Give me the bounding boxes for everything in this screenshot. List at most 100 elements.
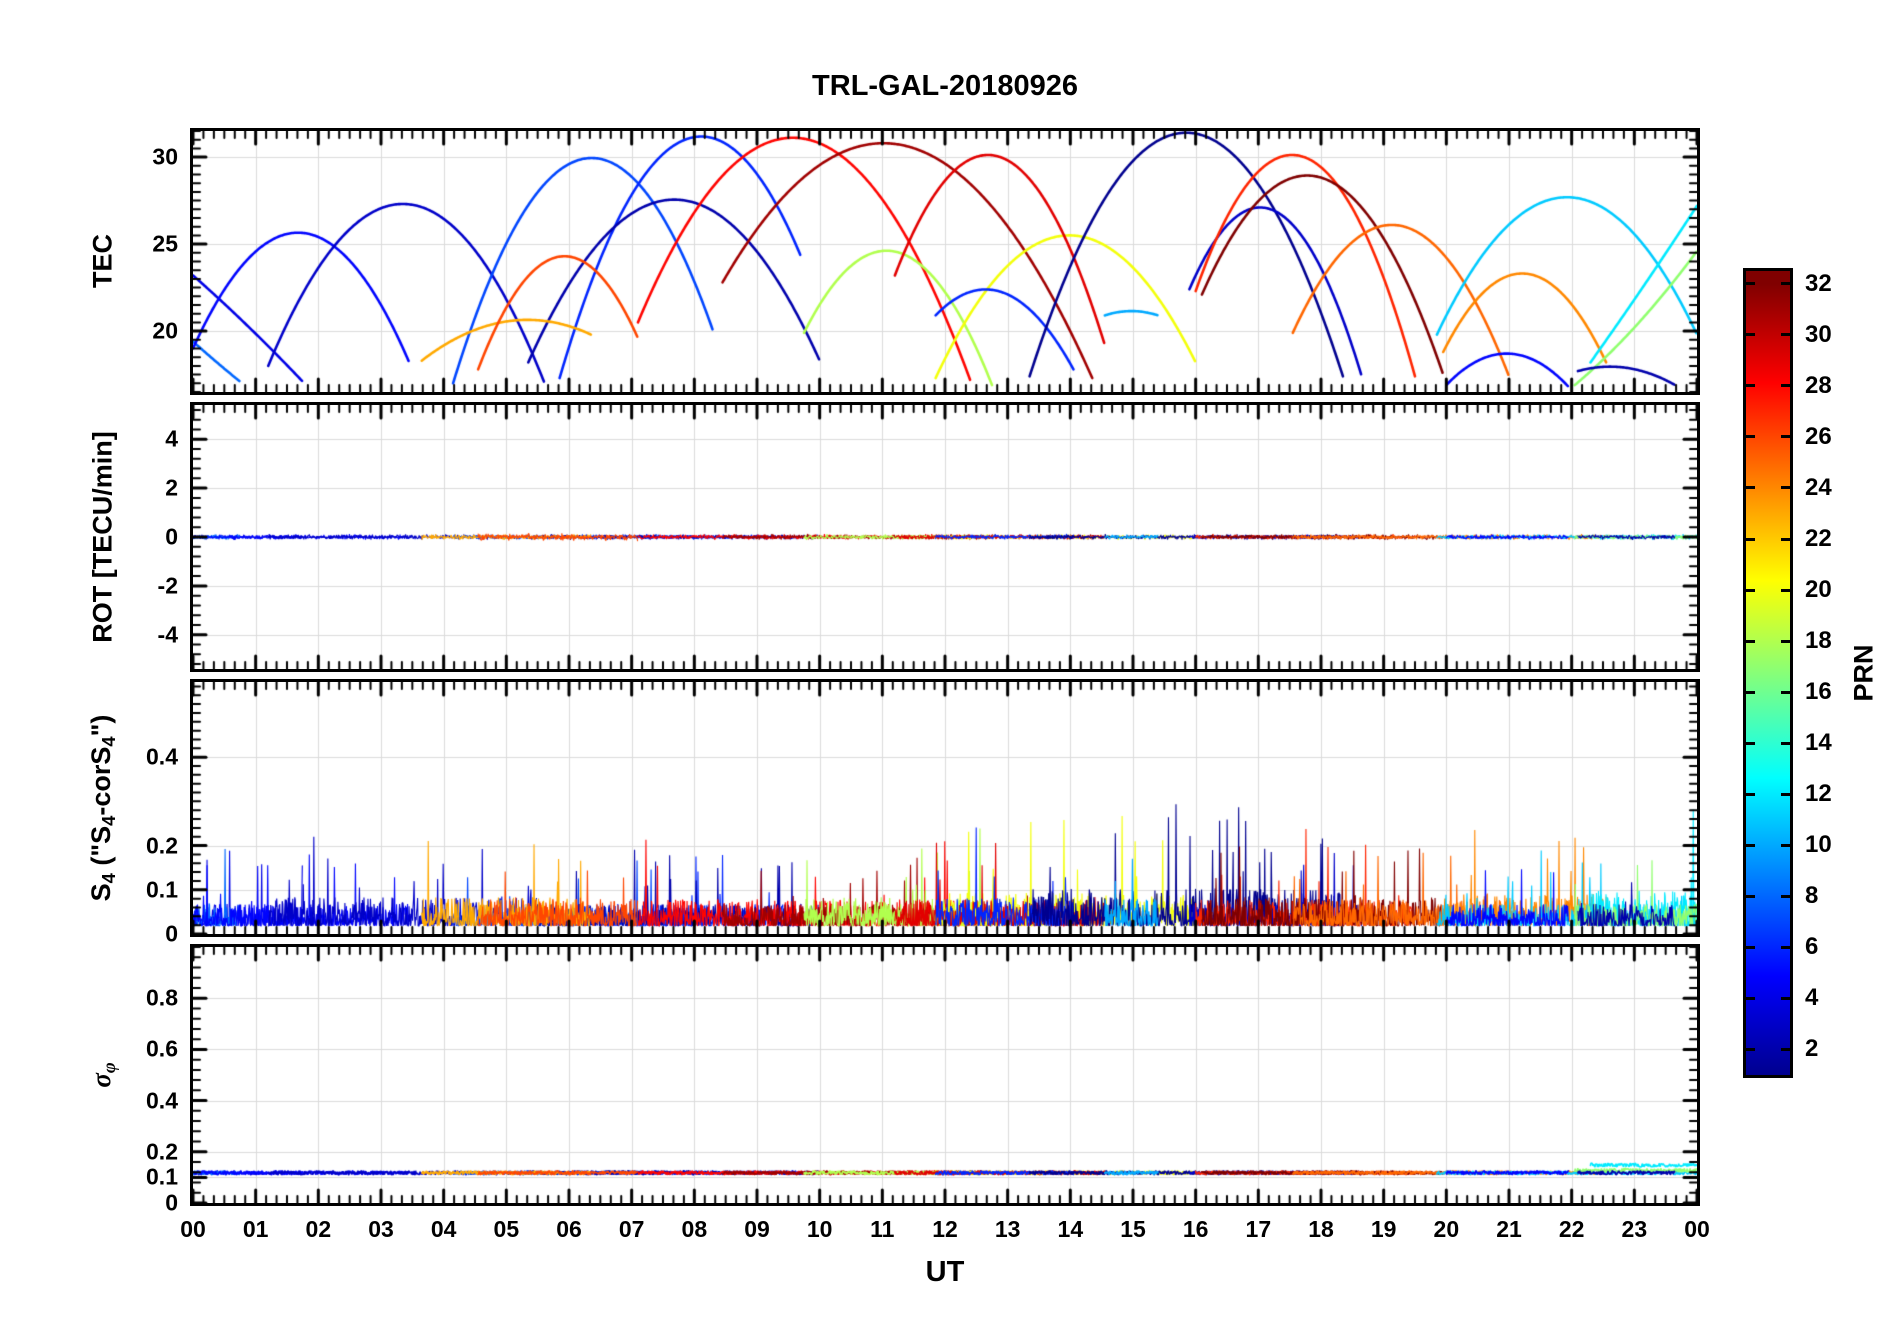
colorbar-tick	[1781, 384, 1790, 388]
colorbar-tick-label: 16	[1805, 678, 1832, 706]
y-axis-label-text: ("S	[86, 825, 117, 874]
x-tick-label: 02	[305, 1216, 332, 1242]
colorbar-tick-label: 32	[1805, 269, 1832, 297]
x-tick-label: 14	[1057, 1216, 1084, 1242]
colorbar-tick-label: 28	[1805, 371, 1832, 399]
colorbar-tick-label: 24	[1805, 473, 1832, 501]
y-tick-label: 20	[152, 317, 178, 344]
colorbar-tick	[1746, 945, 1755, 949]
colorbar-tick-label: 18	[1805, 627, 1832, 655]
colorbar-tick	[1746, 435, 1755, 439]
x-tick-label: 00	[1684, 1216, 1710, 1242]
panel-tec	[190, 128, 1700, 395]
colorbar-tick	[1746, 741, 1755, 745]
x-tick-label: 18	[1308, 1216, 1334, 1242]
x-tick-label: 10	[806, 1216, 833, 1242]
colorbar-tick	[1746, 639, 1755, 643]
colorbar-tick-label: 8	[1805, 882, 1819, 910]
x-axis-label: UT	[925, 1256, 965, 1288]
x-tick-label: 17	[1245, 1216, 1272, 1242]
colorbar-tick-label: 12	[1805, 780, 1832, 808]
colorbar-tick	[1781, 333, 1790, 337]
y-tick-label: 0.8	[146, 984, 178, 1011]
panel-sigma-phi-canvas	[193, 947, 1697, 1203]
colorbar-tick	[1781, 843, 1790, 847]
y-tick-label: 0	[165, 920, 178, 947]
x-tick-label: 23	[1621, 1216, 1648, 1242]
y-axis-label-text: ")	[86, 714, 117, 737]
y-tick-label: 0.6	[146, 1035, 178, 1062]
colorbar-tick	[1781, 741, 1790, 745]
colorbar-ticks	[1746, 271, 1790, 1075]
y-tick-label: 0	[165, 1189, 178, 1216]
x-tick-label: 20	[1433, 1216, 1460, 1242]
colorbar	[1743, 268, 1793, 1078]
x-tick-label: 09	[744, 1216, 770, 1242]
panel-rot-canvas	[193, 405, 1697, 669]
y-axis-label-text: σ	[86, 1073, 117, 1088]
colorbar-tick	[1746, 486, 1755, 490]
chart-title: TRL-GAL-20180926	[812, 70, 1078, 102]
x-tick-label: 07	[618, 1216, 645, 1242]
colorbar-tick	[1781, 435, 1790, 439]
colorbar-tick	[1746, 333, 1755, 337]
x-tick-label: 12	[932, 1216, 958, 1242]
colorbar-gradient	[1746, 271, 1790, 1075]
y-axis-label-text: -corS	[86, 746, 117, 816]
colorbar-tick	[1746, 792, 1755, 796]
colorbar-tick-label: 14	[1805, 729, 1832, 757]
x-tick-label: 05	[493, 1216, 520, 1242]
colorbar-tick	[1781, 486, 1790, 490]
colorbar-tick-label: 20	[1805, 576, 1832, 604]
x-tick-label: 01	[242, 1216, 269, 1242]
y-axis-label-text: TEC	[87, 234, 118, 288]
colorbar-tick	[1746, 996, 1755, 1000]
y-tick-label: 0.1	[146, 876, 178, 903]
colorbar-tick	[1746, 843, 1755, 847]
x-tick-label: 13	[994, 1216, 1021, 1242]
colorbar-tick	[1746, 690, 1755, 694]
colorbar-tick	[1781, 282, 1790, 286]
y-tick-label: 4	[165, 425, 178, 452]
y-tick-label: 0.2	[146, 1138, 178, 1165]
panel-rot	[190, 402, 1700, 672]
y-axis-label-sigma-phi: σφ	[86, 1062, 120, 1087]
colorbar-tick-label: 22	[1805, 525, 1832, 552]
colorbar-tick	[1746, 588, 1755, 592]
y-axis-label-text: ROT [TECU/min]	[87, 431, 118, 643]
x-tick-label: 21	[1496, 1216, 1522, 1242]
y-axis-label-text: 4	[97, 736, 119, 747]
colorbar-tick	[1781, 894, 1790, 898]
colorbar-tick	[1781, 1047, 1790, 1051]
y-axis-label-text: 4	[97, 815, 119, 826]
panel-s4-canvas	[193, 682, 1697, 934]
x-tick-label: 04	[430, 1216, 457, 1242]
colorbar-label: PRN	[1848, 644, 1879, 702]
colorbar-tick	[1781, 639, 1790, 643]
x-tick-label: 15	[1120, 1216, 1146, 1242]
x-tick-label: 03	[368, 1216, 394, 1242]
y-tick-label: 25	[152, 230, 178, 257]
y-tick-label: -2	[157, 572, 178, 599]
y-tick-label: 0.1	[146, 1163, 178, 1190]
x-tick-label: 00	[180, 1216, 206, 1242]
colorbar-tick-label: 4	[1805, 984, 1819, 1012]
y-tick-label: 0	[165, 523, 178, 550]
y-tick-label: 0.4	[146, 1087, 178, 1114]
panel-tec-canvas	[193, 131, 1697, 392]
colorbar-tick-label: 6	[1805, 933, 1819, 961]
colorbar-tick	[1781, 588, 1790, 592]
panel-sigma-phi	[190, 944, 1700, 1206]
x-tick-label: 08	[681, 1216, 708, 1242]
colorbar-tick	[1746, 384, 1755, 388]
y-axis-label-tec: TEC	[88, 234, 119, 288]
x-tick-label: 06	[556, 1216, 582, 1242]
colorbar-tick	[1746, 894, 1755, 898]
y-axis-label-rot: ROT [TECU/min]	[88, 431, 119, 642]
x-tick-label: 11	[870, 1216, 895, 1242]
panel-s4	[190, 679, 1700, 937]
x-tick-label: 16	[1182, 1216, 1209, 1242]
colorbar-tick-label: 26	[1805, 422, 1832, 450]
x-tick-label: 19	[1370, 1216, 1397, 1242]
